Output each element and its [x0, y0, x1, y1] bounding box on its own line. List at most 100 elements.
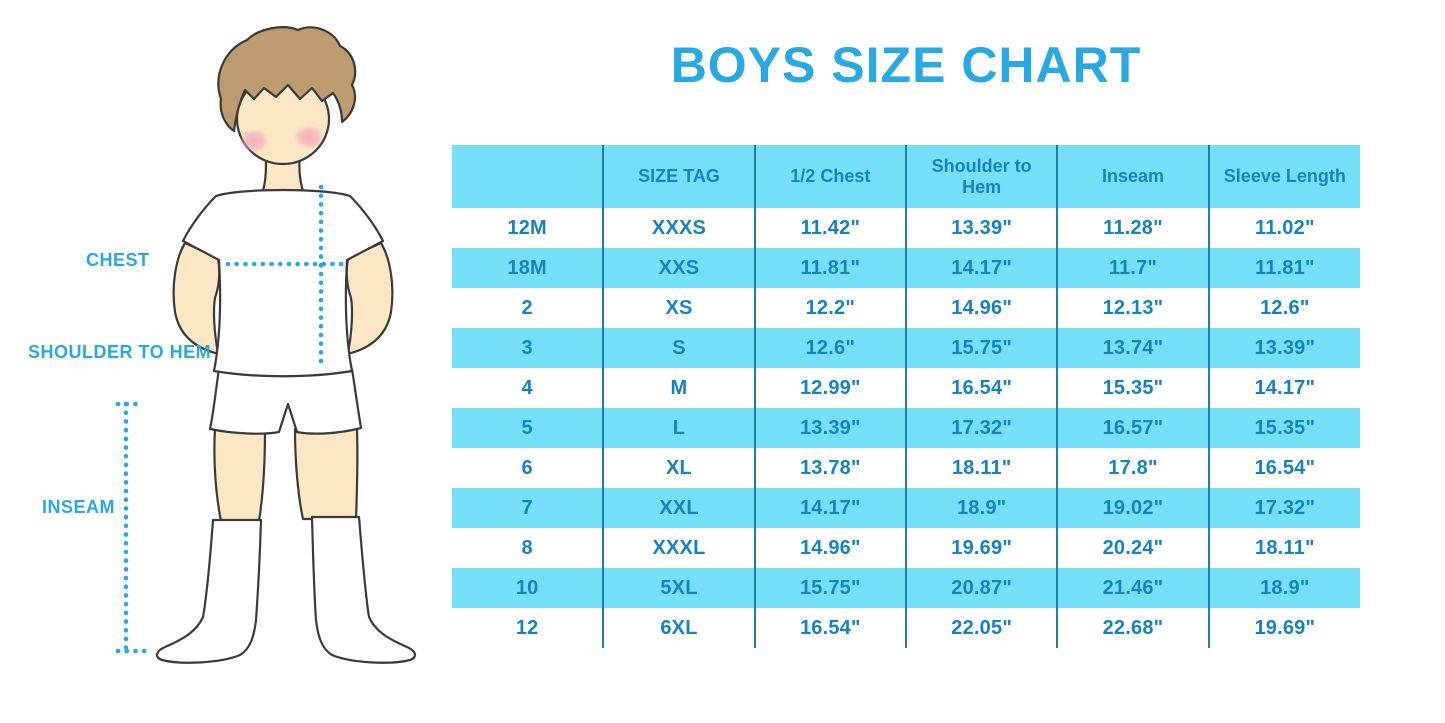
inseam-label: INSEAM: [42, 497, 116, 517]
left-blush: [239, 129, 269, 153]
table-row: 10 5XL 15.75" 20.87" 21.46" 18.9": [452, 568, 1360, 608]
value-cell: XXL: [602, 488, 755, 528]
size-table-header: SIZE TAG 1/2 Chest Shoulder to Hem Inseam Sl…: [452, 145, 1360, 208]
column-header: Sleeve Length: [1207, 145, 1360, 208]
size-cell: 6: [521, 456, 533, 479]
value-cell: 14.96": [904, 288, 1058, 328]
left-leg: [213, 427, 267, 523]
value-cell: 12.99": [753, 368, 906, 408]
value-cell: 11.81": [1207, 248, 1360, 288]
value-cell: 17.32": [904, 408, 1058, 448]
value-cell: 15.35": [1056, 368, 1209, 408]
value-cell: 16.54": [1207, 448, 1360, 488]
table-row: 5 L 13.39" 17.32" 16.57" 15.35": [452, 408, 1360, 448]
value-cell: XXXL: [602, 528, 755, 568]
table-row: 12 6XL 16.54" 22.05" 22.68" 19.69": [452, 608, 1360, 648]
size-cell: 7: [521, 496, 533, 519]
right-leg: [293, 427, 359, 521]
shirt: [181, 188, 385, 378]
value-cell: 11.81": [753, 248, 906, 288]
value-cell: 12.6": [753, 328, 906, 368]
boy-illustration: [115, 26, 417, 664]
value-cell: 19.69": [904, 528, 1058, 568]
table-row: 8 XXXL 14.96" 19.69" 20.24" 18.11": [452, 528, 1360, 568]
value-cell: 14.17": [1207, 368, 1360, 408]
size-cell: 3: [521, 336, 533, 359]
column-header: Shoulder to Hem: [904, 145, 1058, 208]
value-cell: 20.24": [1056, 528, 1209, 568]
value-cell: XS: [602, 288, 755, 328]
column-header: [452, 145, 603, 208]
table-row: 2 XS 12.2" 14.96" 12.13" 12.6": [452, 288, 1360, 328]
value-cell: 11.02": [1207, 208, 1360, 248]
right-arm: [345, 241, 394, 355]
table-row: 3 S 12.6" 15.75" 13.74" 13.39": [452, 328, 1360, 368]
size-cell: 5: [521, 416, 533, 439]
value-cell: 19.69": [1207, 608, 1360, 648]
value-cell: 22.05": [904, 608, 1058, 648]
value-cell: 16.54": [904, 368, 1058, 408]
left-sock: [155, 518, 263, 664]
value-cell: M: [602, 368, 755, 408]
value-cell: 15.35": [1207, 408, 1360, 448]
table-row: 6 XL 13.78" 18.11" 17.8" 16.54": [452, 448, 1360, 488]
value-cell: 22.68": [1056, 608, 1209, 648]
column-header: 1/2 Chest: [753, 145, 906, 208]
right-blush: [294, 125, 324, 149]
value-cell: L: [602, 408, 755, 448]
table-row: 18M XXS 11.81" 14.17" 11.7" 11.81": [452, 248, 1360, 288]
value-cell: 6XL: [602, 608, 755, 648]
value-cell: XL: [602, 448, 755, 488]
boy-figure: CHEST SHOULDER TO HEM INSEAM: [0, 0, 450, 723]
value-cell: 19.02": [1056, 488, 1209, 528]
table-row: 4 M 12.99" 16.54" 15.35" 14.17": [452, 368, 1360, 408]
size-cell: 2: [521, 296, 533, 319]
value-cell: 20.87": [904, 568, 1058, 608]
page-title: BOYS SIZE CHART: [670, 37, 1142, 93]
size-table-body: 12M XXXS 11.42" 13.39" 11.28" 11.02" 18M XXS 11.…: [452, 208, 1360, 648]
size-table: SIZE TAG 1/2 Chest Shoulder to Hem Inseam Sl…: [452, 145, 1360, 648]
value-cell: 18.9": [904, 488, 1058, 528]
value-cell: 15.75": [753, 568, 906, 608]
value-cell: 11.42": [753, 208, 906, 248]
value-cell: 5XL: [602, 568, 755, 608]
column-header: Inseam: [1056, 145, 1209, 208]
value-cell: 16.57": [1056, 408, 1209, 448]
value-cell: XXS: [602, 248, 755, 288]
value-cell: 17.32": [1207, 488, 1360, 528]
size-cell: 10: [515, 576, 539, 599]
value-cell: 18.11": [904, 448, 1058, 488]
value-cell: 14.96": [753, 528, 906, 568]
value-cell: 18.11": [1207, 528, 1360, 568]
value-cell: 12.2": [753, 288, 906, 328]
table-row: 12M XXXS 11.42" 13.39" 11.28" 11.02": [452, 208, 1360, 248]
value-cell: 17.8": [1056, 448, 1209, 488]
right-sock: [310, 515, 417, 664]
shorts: [208, 367, 363, 435]
value-cell: 15.75": [904, 328, 1058, 368]
table-row: 7 XXL 14.17" 18.9" 19.02" 17.32": [452, 488, 1360, 528]
value-cell: 13.39": [904, 208, 1058, 248]
size-cell: 8: [521, 536, 533, 559]
size-cell: 18M: [507, 256, 547, 279]
value-cell: 13.74": [1056, 328, 1209, 368]
value-cell: S: [602, 328, 755, 368]
hair: [217, 26, 357, 133]
header-row: SIZE TAG 1/2 Chest Shoulder to Hem Inseam Sl…: [452, 145, 1360, 208]
left-arm: [172, 241, 221, 355]
column-header: SIZE TAG: [602, 145, 755, 208]
size-cell: 4: [521, 376, 533, 399]
size-cell: 12: [515, 616, 539, 639]
value-cell: 11.28": [1056, 208, 1209, 248]
chest-label: CHEST: [86, 250, 150, 270]
value-cell: XXXS: [602, 208, 755, 248]
value-cell: 11.7": [1056, 248, 1209, 288]
value-cell: 14.17": [753, 488, 906, 528]
value-cell: 13.39": [1207, 328, 1360, 368]
value-cell: 12.13": [1056, 288, 1209, 328]
value-cell: 18.9": [1207, 568, 1360, 608]
value-cell: 21.46": [1056, 568, 1209, 608]
value-cell: 13.78": [753, 448, 906, 488]
value-cell: 16.54": [753, 608, 906, 648]
size-cell: 12M: [507, 216, 547, 239]
